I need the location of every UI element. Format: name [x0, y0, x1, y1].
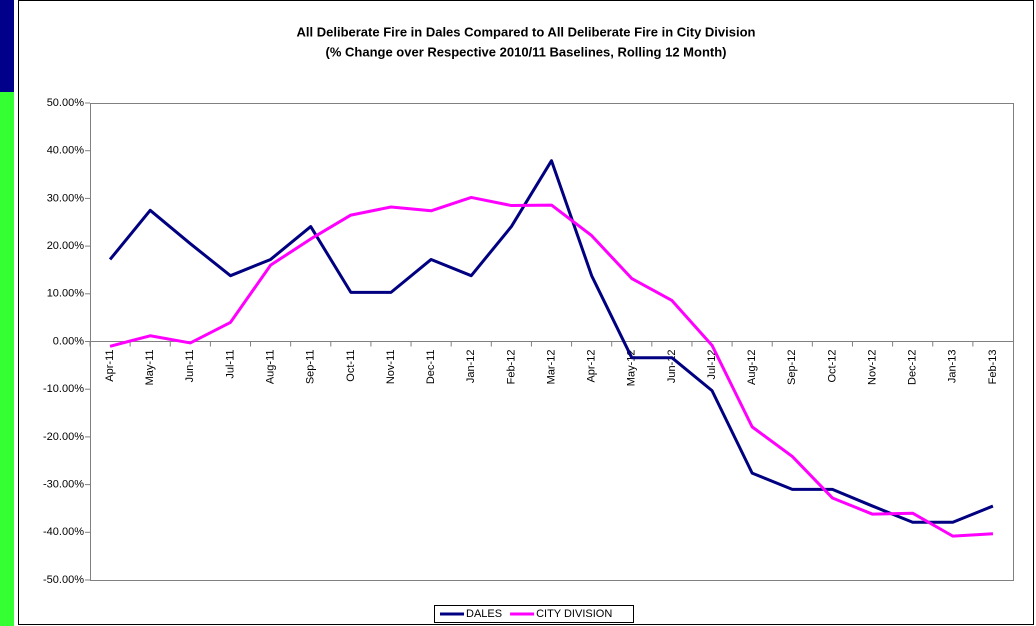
x-tick-label: Feb-12	[505, 350, 517, 385]
x-tick-label: Jul-12	[706, 350, 718, 380]
x-tick-label: May-11	[144, 350, 156, 386]
x-tick-label: Aug-12	[746, 350, 758, 385]
x-tick-label: Nov-11	[385, 350, 397, 385]
side-strip	[0, 0, 14, 92]
series-line	[109, 195, 994, 538]
chart-subtitle: (% Change over Respective 2010/11 Baseli…	[326, 44, 727, 59]
x-tick-label: Jan-13	[947, 350, 959, 384]
x-tick-label: Dec-11	[425, 350, 437, 385]
x-tick-label: Mar-12	[545, 350, 557, 385]
x-tick-label: Jan-12	[465, 350, 477, 384]
legend-label: DALES	[466, 608, 502, 620]
x-tick-label: Dec-12	[907, 350, 919, 385]
x-tick-label: Oct-12	[826, 350, 838, 383]
y-tick-label: 10.00%	[47, 288, 85, 300]
x-tick-label: Sep-12	[786, 350, 798, 385]
side-strip	[0, 92, 14, 626]
y-tick-label: -20.00%	[43, 431, 84, 443]
x-tick-label: Jun-11	[184, 350, 196, 383]
y-tick-label: -40.00%	[43, 526, 84, 538]
x-tick-label: Feb-13	[987, 350, 999, 385]
x-tick-label: Apr-11	[104, 350, 116, 382]
legend-label: CITY DIVISION	[536, 608, 612, 620]
y-tick-label: 40.00%	[47, 145, 85, 157]
y-tick-label: -30.00%	[43, 479, 84, 491]
chart-title: All Deliberate Fire in Dales Compared to…	[297, 24, 756, 39]
y-tick-label: -50.00%	[43, 574, 84, 586]
x-tick-label: Nov-12	[866, 350, 878, 385]
y-tick-label: -10.00%	[43, 383, 84, 395]
x-tick-label: Oct-11	[345, 350, 357, 382]
y-tick-label: 20.00%	[47, 240, 85, 252]
x-tick-label: Sep-11	[305, 350, 317, 385]
x-tick-label: Jun-12	[666, 350, 678, 384]
y-tick-label: 0.00%	[53, 335, 84, 347]
y-tick-label: 30.00%	[47, 192, 85, 204]
y-tick-label: 50.00%	[47, 97, 85, 109]
x-tick-label: Jul-11	[224, 350, 236, 379]
series-line	[108, 159, 994, 524]
x-tick-label: Apr-12	[586, 350, 598, 383]
x-tick-label: Aug-11	[264, 350, 276, 385]
